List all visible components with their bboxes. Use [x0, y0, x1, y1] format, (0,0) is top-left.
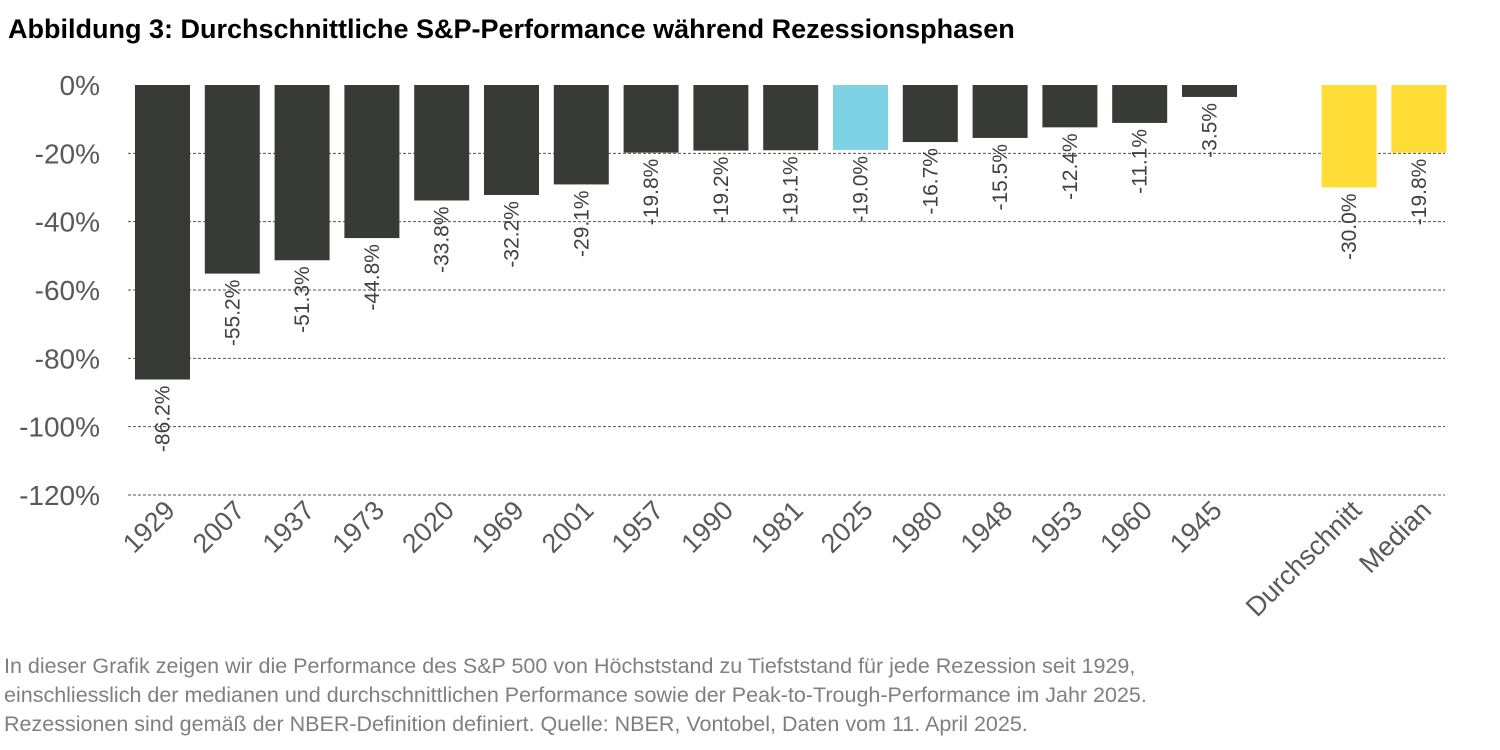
- x-tick-label: 1945: [1164, 495, 1228, 559]
- data-label: -51.3%: [291, 266, 314, 333]
- x-tick-label: 1948: [955, 495, 1019, 559]
- y-tick-label: -100%: [19, 412, 100, 443]
- y-tick-label: -40%: [35, 207, 100, 238]
- bar: [484, 85, 539, 196]
- x-tick-label: 1953: [1024, 495, 1088, 559]
- y-tick-label: -80%: [35, 343, 100, 374]
- x-tick-label: 1969: [466, 495, 530, 559]
- bar: [1042, 85, 1098, 128]
- x-tick-label: Median: [1353, 495, 1437, 579]
- bar: [972, 85, 1028, 138]
- data-labels: -86.2% -55.2% -51.3% -44.8% -33.8% -32.2% -29.…: [152, 103, 1431, 452]
- y-tick-label: -60%: [35, 275, 100, 306]
- chart-title: Abbildung 3: Durchschnittliche S&P-Perfo…: [8, 14, 1015, 44]
- bars: [135, 85, 1447, 380]
- footnote-line-1: In dieser Grafik zeigen wir die Performa…: [4, 654, 1136, 678]
- x-tick-label: 1960: [1094, 495, 1158, 559]
- data-label: -19.8%: [1408, 159, 1431, 226]
- bar: [902, 85, 958, 143]
- bar: [623, 85, 679, 153]
- x-tick-label: 1957: [606, 495, 670, 559]
- bar: [414, 85, 470, 201]
- bar: [344, 85, 400, 239]
- y-tick-label: 0%: [60, 70, 100, 101]
- data-label: -55.2%: [221, 280, 244, 347]
- data-label: -30.0%: [1338, 194, 1361, 261]
- gridlines: [128, 152, 1445, 496]
- x-axis-labels: 1929 2007 1937 1973 2020 1969 2001 1957 1990 1981…: [117, 495, 1437, 623]
- data-label: -19.1%: [780, 156, 803, 223]
- data-label: -11.1%: [1129, 129, 1152, 194]
- x-tick-label: 1937: [257, 495, 321, 559]
- data-label: -12.4%: [1059, 133, 1082, 200]
- bar: [833, 85, 888, 150]
- data-label: -19.8%: [640, 159, 663, 226]
- bar: [763, 85, 819, 151]
- footnote-line-2: einschliesslich der medianen und durchsc…: [4, 683, 1147, 707]
- bar: [204, 85, 260, 274]
- data-label: -15.5%: [989, 144, 1012, 211]
- x-tick-label: Durchschnitt: [1240, 495, 1368, 623]
- bar: [693, 85, 749, 151]
- x-tick-label: 2020: [396, 495, 460, 559]
- y-tick-label: -20%: [35, 138, 100, 169]
- bar: [274, 85, 330, 261]
- data-label: -3.5%: [1199, 103, 1222, 158]
- x-tick-label: 1981: [745, 495, 809, 559]
- x-tick-label: 1990: [675, 495, 739, 559]
- y-tick-label: -120%: [19, 480, 100, 511]
- x-tick-label: 1980: [885, 495, 949, 559]
- footnote: In dieser Grafik zeigen wir die Performa…: [4, 652, 1147, 739]
- data-label: -32.2%: [501, 201, 524, 268]
- data-label: -19.0%: [850, 156, 873, 223]
- bar: [1321, 85, 1377, 188]
- bar: [1182, 85, 1237, 97]
- data-label: -33.8%: [431, 206, 454, 273]
- x-tick-label: 1929: [117, 495, 181, 559]
- data-label: -16.7%: [919, 148, 942, 215]
- x-tick-label: 2001: [536, 495, 600, 559]
- footnote-line-3: Rezessionen sind gemäß der NBER-Definiti…: [4, 712, 1028, 736]
- x-tick-label: 2007: [187, 495, 251, 559]
- x-tick-label: 2025: [815, 495, 879, 559]
- y-axis-labels: 0% -20% -40% -60% -80% -100% -120%: [19, 70, 100, 511]
- bar: [1391, 85, 1447, 153]
- data-label: -29.1%: [570, 190, 593, 257]
- data-label: -86.2%: [152, 386, 175, 453]
- bar: [1112, 85, 1168, 123]
- bar: [553, 85, 609, 185]
- x-tick-label: 1973: [326, 495, 390, 559]
- data-label: -19.2%: [710, 157, 733, 224]
- bar-chart: 0% -20% -40% -60% -80% -100% -120% -86.2% -55.2…: [19, 70, 1447, 623]
- data-label: -44.8%: [361, 244, 384, 311]
- bar: [135, 85, 190, 380]
